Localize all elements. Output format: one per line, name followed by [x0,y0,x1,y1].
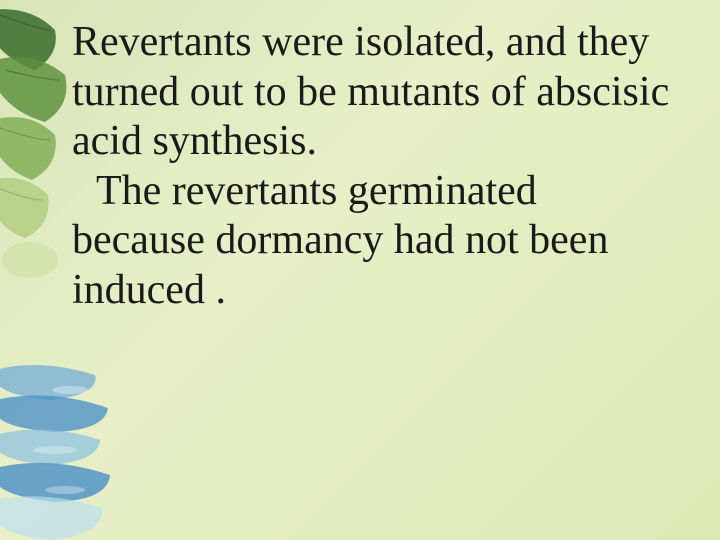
slide-container: Revertants were isolated, and they turne… [0,0,720,540]
paragraph-1: Revertants were isolated, and they turne… [72,18,680,167]
paragraph-2: The revertants germinated because dorman… [72,167,680,316]
slide-text-content: Revertants were isolated, and they turne… [72,18,680,315]
water-decoration [0,340,110,540]
